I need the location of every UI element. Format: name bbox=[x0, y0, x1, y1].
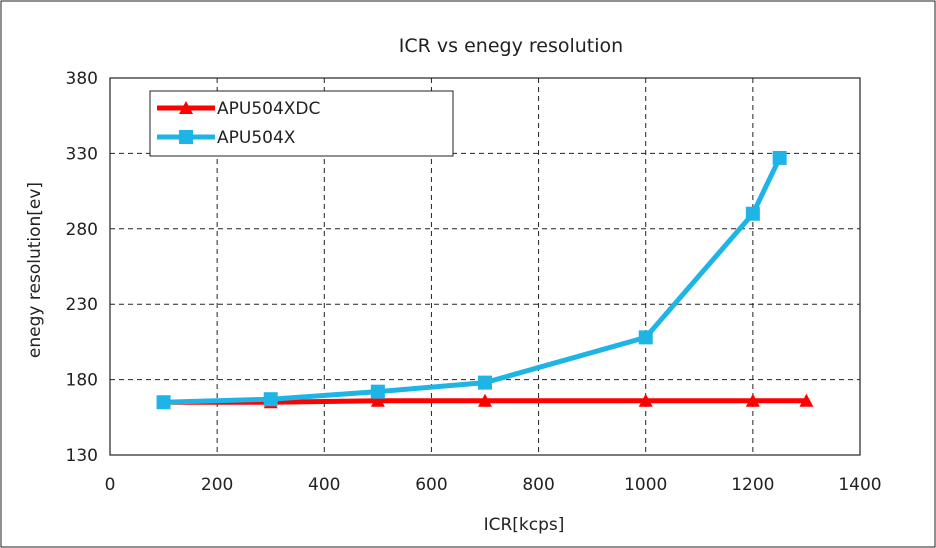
y-tick-label: 180 bbox=[66, 371, 98, 391]
tick-labels: 0 200 400 600 800 1000 1200 1400 130 180 230 280 330… bbox=[66, 69, 882, 495]
grid bbox=[110, 78, 860, 455]
x-tick-label: 1400 bbox=[838, 475, 881, 495]
y-tick-label: 130 bbox=[66, 446, 98, 466]
x-tick-label: 1000 bbox=[624, 475, 667, 495]
data-point bbox=[745, 393, 760, 407]
legend-box bbox=[149, 90, 454, 157]
y-tick-label: 280 bbox=[66, 220, 98, 240]
data-point bbox=[745, 206, 760, 221]
data-point bbox=[772, 150, 787, 165]
data-point bbox=[478, 375, 492, 390]
legend-label: APU504X bbox=[217, 128, 296, 148]
series-apu504x bbox=[156, 150, 787, 410]
legend: APU504XDC APU504X bbox=[149, 90, 454, 157]
y-tick-label: 380 bbox=[66, 69, 98, 89]
y-axis-title: enegy resolution[ev] bbox=[25, 182, 45, 358]
data-point bbox=[370, 384, 385, 399]
data-point bbox=[638, 393, 653, 407]
data-point bbox=[478, 393, 492, 407]
x-axis-title: ICR[kcps] bbox=[484, 515, 565, 535]
data-point bbox=[799, 393, 814, 407]
x-tick-label: 0 bbox=[105, 475, 116, 495]
x-tick-label: 400 bbox=[308, 475, 340, 495]
x-tick-label: 600 bbox=[415, 475, 447, 495]
plot-area bbox=[109, 77, 861, 456]
legend-label: APU504XDC bbox=[217, 99, 320, 119]
chart-title: ICR vs enegy resolution bbox=[399, 35, 623, 57]
legend-marker bbox=[179, 130, 193, 144]
data-point bbox=[263, 392, 278, 407]
x-tick-label: 800 bbox=[522, 475, 554, 495]
legend-marker bbox=[179, 101, 193, 114]
y-tick-label: 330 bbox=[66, 144, 98, 164]
y-tick-label: 230 bbox=[66, 295, 98, 315]
x-tick-label: 1200 bbox=[731, 475, 774, 495]
data-point bbox=[638, 330, 653, 345]
series bbox=[156, 150, 814, 410]
data-point bbox=[156, 395, 171, 410]
data-point bbox=[370, 393, 385, 407]
x-tick-label: 200 bbox=[201, 475, 233, 495]
